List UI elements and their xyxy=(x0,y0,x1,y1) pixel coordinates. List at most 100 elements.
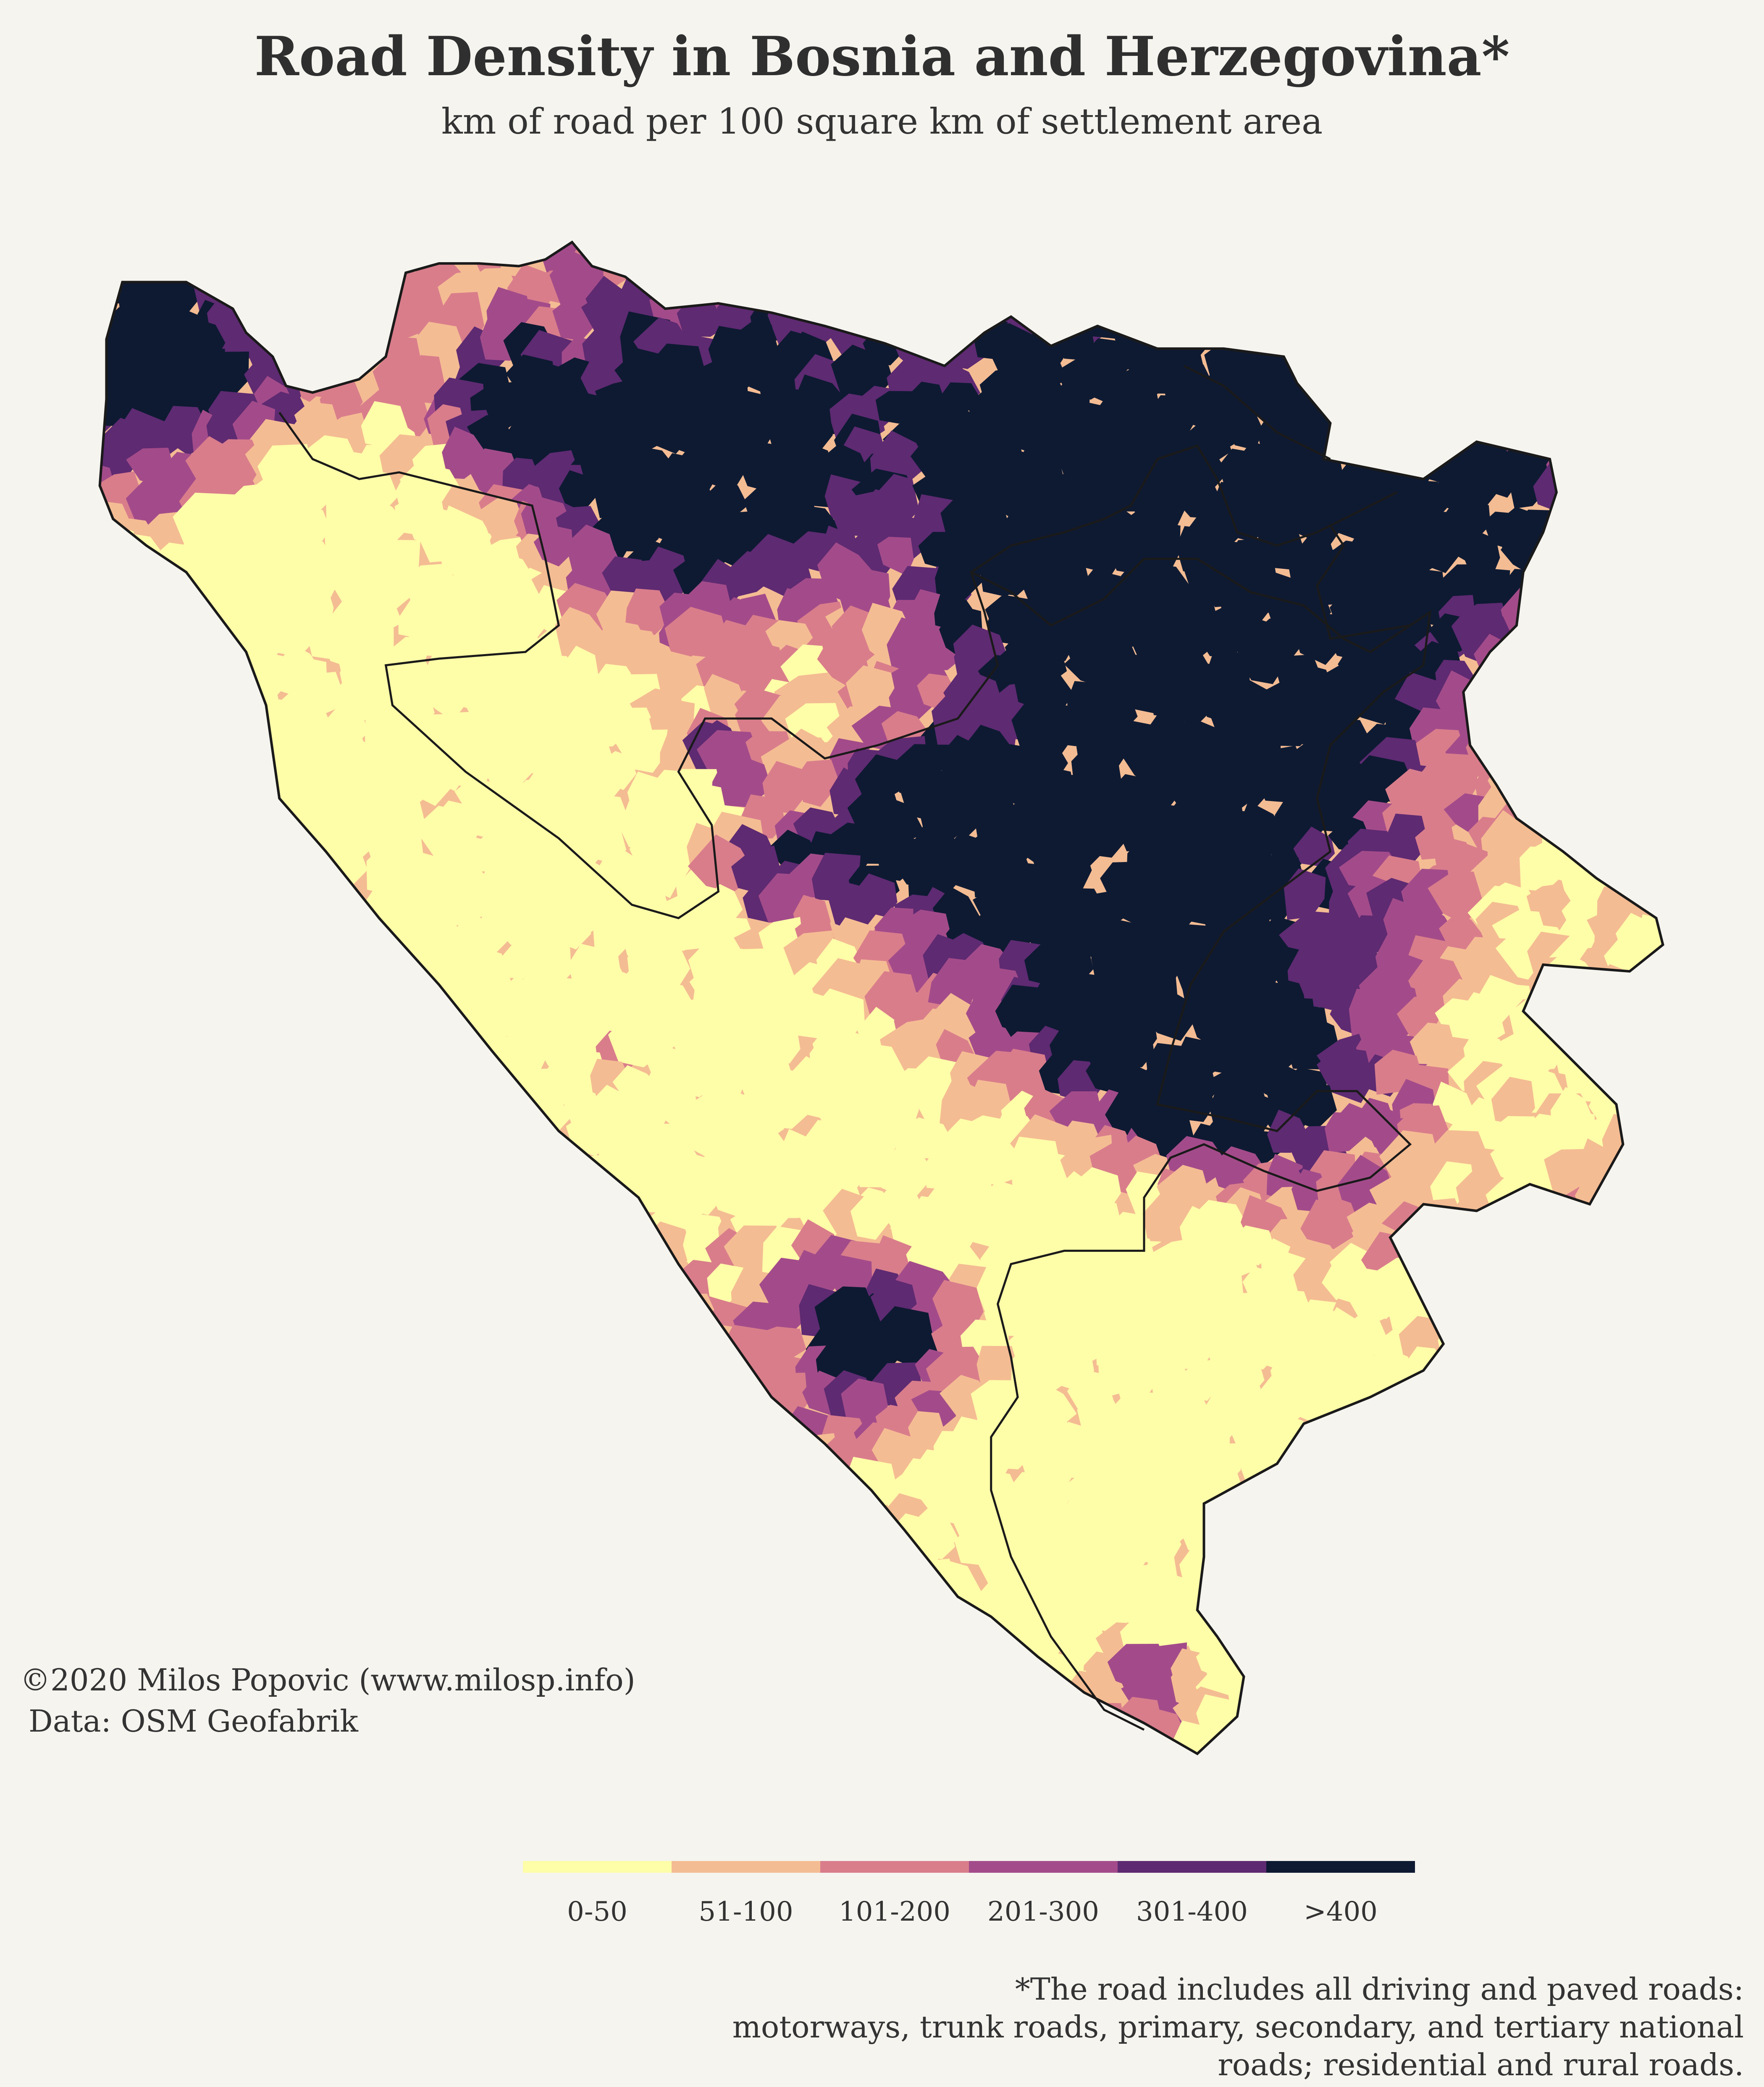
municipality-cell xyxy=(1259,1469,1313,1521)
municipality-cell xyxy=(1623,1077,1663,1128)
municipality-cell xyxy=(110,657,177,718)
municipality-cell xyxy=(1379,1588,1431,1638)
municipality-cell xyxy=(317,1007,375,1059)
municipality-cell xyxy=(1453,1488,1510,1543)
municipality-cell xyxy=(1617,1501,1663,1549)
municipality-cell xyxy=(205,846,247,890)
municipality-cell xyxy=(654,1669,707,1717)
municipality-cell xyxy=(801,1677,856,1726)
municipality-cell xyxy=(1547,1631,1593,1689)
municipality-cell xyxy=(141,937,191,989)
municipality-cell xyxy=(557,1514,620,1570)
credit-block: ©2020 Milos Popovic (www.milosp.info) Da… xyxy=(20,1659,635,1742)
municipality-cell xyxy=(291,1478,344,1530)
municipality-cell xyxy=(1618,1024,1663,1086)
municipality-cell xyxy=(197,1611,250,1664)
municipality-cell xyxy=(1604,823,1659,873)
municipality-cell xyxy=(127,585,170,630)
municipality-cell xyxy=(1422,1546,1462,1598)
municipality-cell xyxy=(1477,1359,1521,1403)
municipality-cell xyxy=(514,1475,554,1523)
municipality-cell xyxy=(1453,297,1500,336)
municipality-cell xyxy=(200,1133,267,1191)
municipality-cell xyxy=(1514,350,1560,397)
municipality-cell xyxy=(301,1171,354,1233)
municipality-cell xyxy=(1217,1574,1274,1626)
municipality-cell xyxy=(1266,1601,1323,1655)
municipality-cell xyxy=(1636,1247,1663,1306)
municipality-cell xyxy=(104,625,160,677)
municipality-cell xyxy=(1439,1485,1496,1538)
municipality-cell xyxy=(140,1043,188,1087)
municipality-cell xyxy=(508,1322,556,1370)
municipality-cell xyxy=(1639,446,1663,501)
municipality-cell xyxy=(702,1552,755,1603)
municipality-cell xyxy=(1501,1711,1540,1754)
municipality-cell xyxy=(425,869,491,927)
municipality-cell xyxy=(169,1578,236,1631)
municipality-cell xyxy=(249,1364,298,1404)
municipality-cell xyxy=(422,1202,472,1246)
municipality-cell xyxy=(45,1012,95,1073)
municipality-cell xyxy=(859,1640,908,1691)
municipality-cell xyxy=(821,242,889,271)
municipality-cell xyxy=(1553,672,1614,721)
municipality-cell xyxy=(699,1520,760,1572)
municipality-cell xyxy=(729,551,772,597)
municipality-cell xyxy=(1415,1503,1458,1548)
municipality-cell xyxy=(207,1340,257,1388)
municipality-cell xyxy=(707,242,759,291)
municipality-cell xyxy=(349,1348,402,1410)
municipality-cell xyxy=(1290,242,1344,260)
municipality-cell xyxy=(1527,727,1584,770)
municipality-cell xyxy=(1481,704,1523,749)
municipality-cell xyxy=(1391,386,1434,433)
municipality-cell xyxy=(432,1166,485,1219)
municipality-cell xyxy=(1529,697,1591,746)
municipality-cell xyxy=(458,1525,514,1583)
municipality-cell xyxy=(737,1668,788,1726)
municipality-cell xyxy=(1637,756,1663,801)
municipality-cell xyxy=(739,1556,785,1601)
municipality-cell xyxy=(900,1685,956,1726)
municipality-cell xyxy=(853,1528,898,1573)
municipality-cell xyxy=(348,1584,394,1633)
municipality-cell xyxy=(913,295,953,336)
municipality-cell xyxy=(638,1288,697,1345)
municipality-cell xyxy=(874,1673,932,1720)
municipality-cell xyxy=(1060,1706,1108,1754)
municipality-cell xyxy=(1410,371,1457,432)
municipality-cell xyxy=(199,1370,251,1425)
municipality-cell xyxy=(234,964,281,1005)
municipality-cell xyxy=(1521,1501,1570,1553)
municipality-cell xyxy=(144,1170,192,1207)
municipality-cell xyxy=(425,1073,474,1130)
municipality-cell xyxy=(1496,1485,1559,1536)
municipality-cell xyxy=(515,935,572,989)
municipality-cell xyxy=(1321,242,1383,263)
municipality-cell xyxy=(272,242,326,250)
municipality-cell xyxy=(373,1431,420,1481)
municipality-cell xyxy=(181,664,228,712)
municipality-cell xyxy=(356,1742,412,1754)
municipality-cell xyxy=(1307,281,1363,339)
municipality-cell xyxy=(1311,1686,1363,1743)
municipality-cell xyxy=(1607,613,1663,666)
municipality-cell xyxy=(448,1527,493,1577)
municipality-cell xyxy=(1491,1553,1541,1588)
municipality-cell xyxy=(808,1489,858,1538)
municipality-cell xyxy=(467,1495,515,1544)
municipality-cell xyxy=(430,1605,491,1657)
municipality-cell xyxy=(1370,321,1425,371)
municipality-cell xyxy=(1569,1515,1612,1564)
municipality-cell xyxy=(1621,271,1663,316)
municipality-cell xyxy=(1530,1220,1598,1282)
municipality-cell xyxy=(314,1308,370,1375)
municipality-cell xyxy=(100,770,116,810)
municipality-cell xyxy=(1520,846,1573,892)
municipality-cell xyxy=(348,242,392,265)
legend-label-101-200: 101-200 xyxy=(839,1896,950,1927)
municipality-cell xyxy=(318,1458,384,1523)
municipality-cell xyxy=(211,1121,255,1166)
municipality-cell xyxy=(1467,1610,1518,1659)
